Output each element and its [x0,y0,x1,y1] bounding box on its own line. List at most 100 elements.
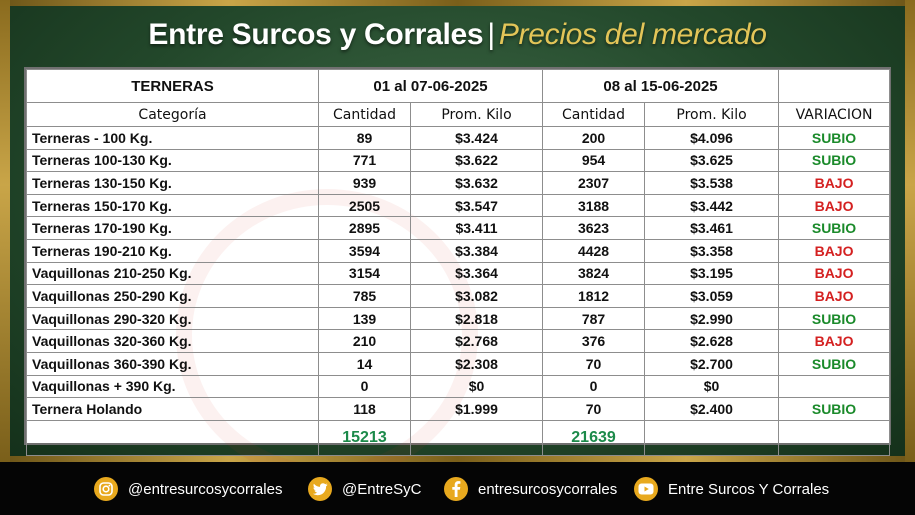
table-row: Vaquillonas 210-250 Kg. 3154 $3.364 3824 $3.… [26,261,891,286]
row-category: Terneras - 100 Kg. [26,126,319,150]
row-category: Vaquillonas 250-290 Kg. [26,284,319,308]
row-qty2: 2307 [542,171,646,195]
row-price2: $4.096 [644,126,780,150]
row-price1: $3.547 [409,193,544,218]
row-category: Vaquillonas 360-390 Kg. [26,351,319,376]
table-row: Terneras 100-130 Kg. 771 $3.622 954 $3.625 SU… [26,148,891,173]
price-table-panel: TERNERAS 01 al 07-06-2025 08 al 15-06-20… [24,67,891,481]
row-variation: BAJO [778,238,891,263]
row-price2: $2.700 [644,351,780,376]
row-qty1: 89 [318,126,411,150]
table-row: Vaquillonas 290-320 Kg. 139 $2.818 787 $2.99… [26,306,891,331]
row-qty2: 0 [542,374,646,399]
row-price2: $3.461 [644,216,780,240]
row-price2: $3.059 [644,284,780,308]
row-qty1: 14 [318,351,411,376]
row-category: Terneras 150-170 Kg. [26,193,319,218]
row-price1: $3.411 [409,216,544,240]
row-price1: $3.424 [409,126,544,150]
youtube-icon [634,477,658,501]
row-category: Vaquillonas 290-320 Kg. [26,306,319,331]
row-price2: $3.625 [644,148,780,173]
table-row: Vaquillonas + 390 Kg. 0 $0 0 $0 [26,374,891,399]
row-qty2: 954 [542,148,646,173]
facebook-handle: entresurcosycorrales [478,480,618,498]
title-separator: | [487,18,495,51]
empty-header-cell [778,69,891,103]
row-price1: $2.308 [409,351,544,376]
twitter-link[interactable]: @EntreSyC [308,476,421,502]
title-subtitle: Precios del mercado [498,18,767,51]
column-header-qty2: Cantidad [542,102,646,127]
row-qty2: 3824 [542,261,646,286]
twitter-icon [308,477,332,501]
row-variation: BAJO [778,171,891,195]
table-row: Vaquillonas 250-290 Kg. 785 $3.082 1812 $3.0… [26,284,891,308]
row-category: Terneras 190-210 Kg. [26,238,319,263]
row-qty1: 939 [318,171,411,195]
totals-empty-cell [26,419,319,456]
totals-empty-cell [778,419,891,456]
table-row: Ternera Holando 118 $1.999 70 $2.400 SUBIO [26,397,891,421]
row-qty1: 2505 [318,193,411,218]
row-price1: $3.384 [409,238,544,263]
row-price2: $2.400 [644,397,780,421]
row-qty1: 118 [318,397,411,421]
row-price1: $0 [409,374,544,399]
row-price1: $2.768 [409,329,544,353]
column-header-price2: Prom. Kilo [644,102,780,127]
row-qty1: 3594 [318,238,411,263]
row-qty1: 2895 [318,216,411,240]
total-qty1: 15213 [318,419,411,456]
column-header-variation: VARIACION [778,102,891,127]
period2-header: 08 al 15-06-2025 [542,69,780,103]
twitter-handle: @EntreSyC [342,480,422,498]
row-category: Ternera Holando [26,397,319,421]
period1-header: 01 al 07-06-2025 [317,69,544,103]
facebook-icon [444,477,468,501]
column-header-row: Categoría Cantidad Prom. Kilo Cantidad P… [26,102,891,127]
row-price2: $3.358 [644,238,780,263]
row-qty1: 3154 [318,261,411,286]
row-category: Vaquillonas 320-360 Kg. [26,329,319,353]
row-price1: $2.818 [409,306,544,331]
table-row: Terneras 150-170 Kg. 2505 $3.547 3188 $3.442… [26,193,891,218]
row-variation: SUBIO [778,306,891,331]
column-header-price1: Prom. Kilo [409,102,544,127]
row-price1: $3.364 [409,261,544,286]
row-qty1: 771 [318,148,411,173]
row-variation: SUBIO [778,148,891,173]
instagram-link[interactable]: @entresurcosycorrales [94,476,282,502]
instagram-icon [94,477,118,501]
row-qty2: 70 [542,397,646,421]
facebook-link[interactable]: entresurcosycorrales [444,476,617,502]
totals-row: 15213 21639 [26,419,891,456]
row-price2: $2.990 [644,306,780,331]
totals-empty-cell [644,419,780,456]
row-qty2: 376 [542,329,646,353]
row-category: Vaquillonas + 390 Kg. [26,374,319,399]
youtube-link[interactable]: Entre Surcos Y Corrales [634,476,829,502]
title-main: Entre Surcos y Corrales [148,18,484,51]
price-table: TERNERAS 01 al 07-06-2025 08 al 15-06-20… [26,69,891,456]
row-qty1: 210 [318,329,411,353]
table-row: Terneras 190-210 Kg. 3594 $3.384 4428 $3.358… [26,238,891,263]
row-price1: $1.999 [409,397,544,421]
row-price2: $0 [644,374,780,399]
row-variation: SUBIO [778,126,891,150]
gold-frame-top [0,0,915,6]
row-variation: BAJO [778,261,891,286]
row-qty1: 0 [318,374,411,399]
table-row: Terneras - 100 Kg. 89 $3.424 200 $4.096 SUBIO [26,126,891,150]
gold-frame-left [0,0,10,462]
youtube-channel: Entre Surcos Y Corrales [668,480,830,498]
row-qty1: 139 [318,306,411,331]
instagram-handle: @entresurcosycorrales [128,480,283,498]
row-price1: $3.622 [409,148,544,173]
row-variation: SUBIO [778,216,891,240]
row-variation [778,374,891,399]
row-qty1: 785 [318,284,411,308]
table-row: Terneras 170-190 Kg. 2895 $3.411 3623 $3.461… [26,216,891,240]
row-qty2: 3188 [542,193,646,218]
section-header: TERNERAS [26,69,319,103]
